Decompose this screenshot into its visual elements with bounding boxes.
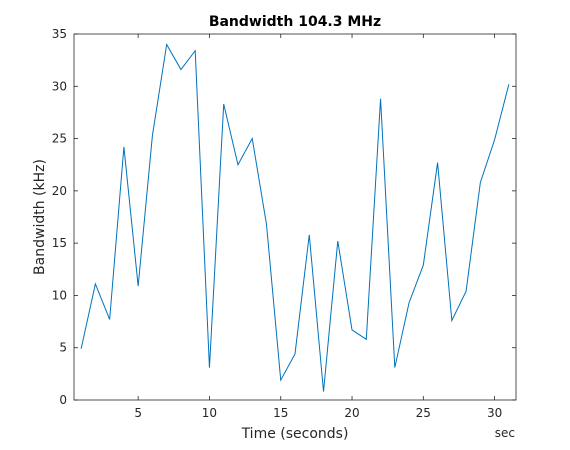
x-tick-label: 15	[273, 406, 288, 420]
x-tick-label: 25	[416, 406, 431, 420]
y-tick-label: 25	[52, 132, 67, 146]
y-tick-label: 5	[59, 341, 67, 355]
y-tick-label: 10	[52, 288, 67, 302]
chart-title: Bandwidth 104.3 MHz	[209, 14, 381, 30]
x-tick-label: 10	[202, 406, 217, 420]
series-layer	[80, 42, 510, 392]
plot-area	[74, 34, 516, 400]
x-tick-label: 5	[134, 406, 142, 420]
y-tick-label: 15	[52, 236, 67, 250]
y-tick-label: 35	[52, 27, 67, 41]
y-axis-label: Bandwidth (kHz)	[32, 159, 48, 275]
y-tick-label: 0	[59, 393, 67, 407]
y-tick-label: 30	[52, 79, 67, 93]
y-tick-label: 20	[52, 184, 67, 198]
ticks-layer: 5 10 15 20 25 30 0 5 10 15 20 25 30 35	[52, 27, 516, 420]
x-tick-label: 20	[344, 406, 359, 420]
x-axis-label: Time (seconds)	[241, 426, 349, 442]
plot-frame	[73, 33, 517, 401]
series-line-bandwidth	[80, 42, 510, 392]
x-unit-label: sec	[495, 426, 515, 440]
x-tick-label: 30	[487, 406, 502, 420]
